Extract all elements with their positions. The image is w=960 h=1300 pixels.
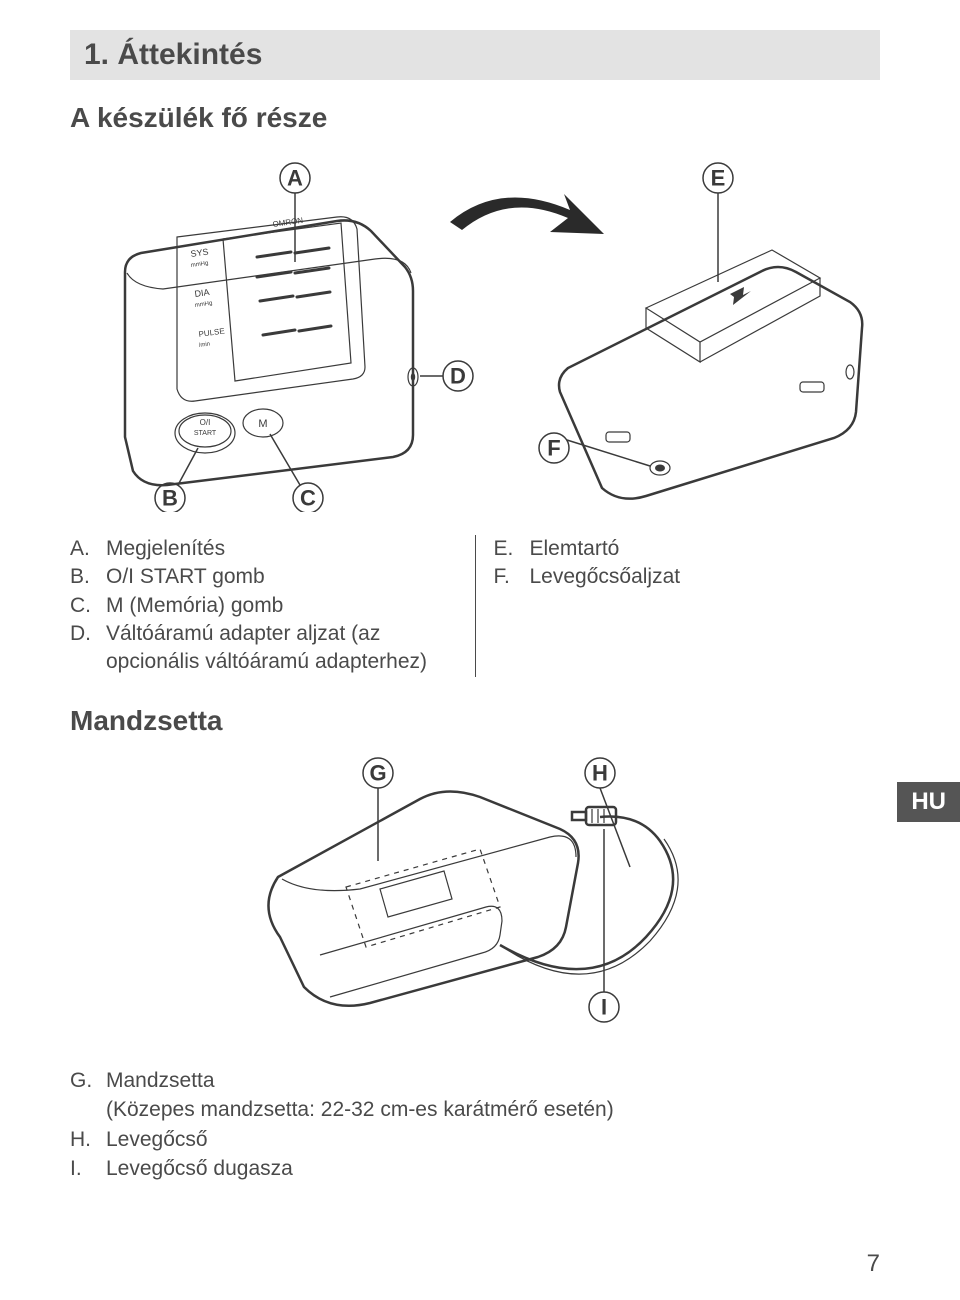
svg-text:mmHg: mmHg (194, 301, 212, 309)
cuff-parts-list: G.Mandzsetta (Közepes mandzsetta: 22-32 … (70, 1066, 880, 1184)
svg-text:O/I: O/I (200, 418, 211, 427)
parts-left-column: A.Megjelenítés B.O/I START gomb C.M (Mem… (70, 535, 476, 677)
svg-text:B: B (162, 486, 178, 511)
svg-text:/min: /min (198, 341, 210, 349)
svg-text:F: F (547, 436, 560, 461)
svg-text:I: I (601, 994, 607, 1019)
svg-text:START: START (194, 430, 217, 437)
svg-text:D: D (450, 364, 466, 389)
section-header: 1. Áttekintés (70, 30, 880, 80)
page-number: 7 (867, 1250, 880, 1278)
svg-text:M: M (258, 418, 267, 430)
section-title: 1. Áttekintés (84, 38, 866, 72)
svg-text:mmHg: mmHg (190, 261, 208, 269)
figure-cuff: G H I (70, 757, 880, 1037)
parts-right-column: E.Elemtartó F.Levegőcsőaljzat (476, 535, 881, 677)
svg-text:G: G (369, 760, 386, 785)
subtitle-main-unit: A készülék fő része (70, 102, 880, 134)
svg-text:PULSE: PULSE (198, 326, 225, 339)
svg-text:H: H (592, 760, 608, 785)
subtitle-cuff: Mandzsetta (70, 705, 880, 737)
svg-text:DIA: DIA (194, 287, 210, 299)
svg-text:C: C (300, 486, 316, 511)
svg-text:A: A (287, 166, 303, 191)
language-badge: HU (897, 782, 960, 822)
figure-device: SYS mmHg DIA mmHg PULSE /min OMRON O/I S… (70, 152, 880, 512)
svg-text:E: E (711, 166, 726, 191)
parts-columns: A.Megjelenítés B.O/I START gomb C.M (Mem… (70, 535, 880, 677)
svg-text:SYS: SYS (190, 247, 209, 259)
